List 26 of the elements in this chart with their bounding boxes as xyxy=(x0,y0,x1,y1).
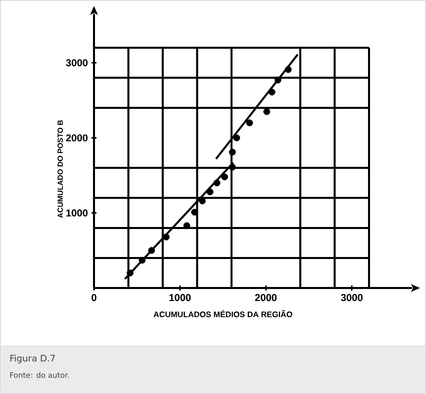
x-tick-label: 1000 xyxy=(169,294,191,302)
point xyxy=(274,76,282,84)
point xyxy=(198,198,206,204)
x-tick-label: 2000 xyxy=(255,294,277,302)
y-tick-label: 2000 xyxy=(66,134,88,142)
y-tick-label: 1000 xyxy=(66,209,88,216)
x-axis-title: ACUMULADOS MÉDIOS DA REGIÃO xyxy=(154,310,292,318)
point xyxy=(246,119,253,126)
point xyxy=(162,234,170,240)
point xyxy=(284,66,292,73)
point xyxy=(268,88,276,96)
x-tick-label: 0 xyxy=(92,294,96,302)
point xyxy=(206,188,214,196)
point xyxy=(221,174,228,180)
point xyxy=(228,164,236,171)
point xyxy=(228,148,236,156)
point xyxy=(214,180,220,186)
y-tick-label: 3000 xyxy=(66,59,88,66)
point xyxy=(138,256,146,264)
point xyxy=(183,222,190,230)
x-tick-label: 3000 xyxy=(340,294,363,302)
point xyxy=(126,270,134,276)
text: Figura D.7 xyxy=(10,354,55,364)
point xyxy=(263,108,270,115)
point xyxy=(148,247,155,254)
point xyxy=(233,134,240,142)
